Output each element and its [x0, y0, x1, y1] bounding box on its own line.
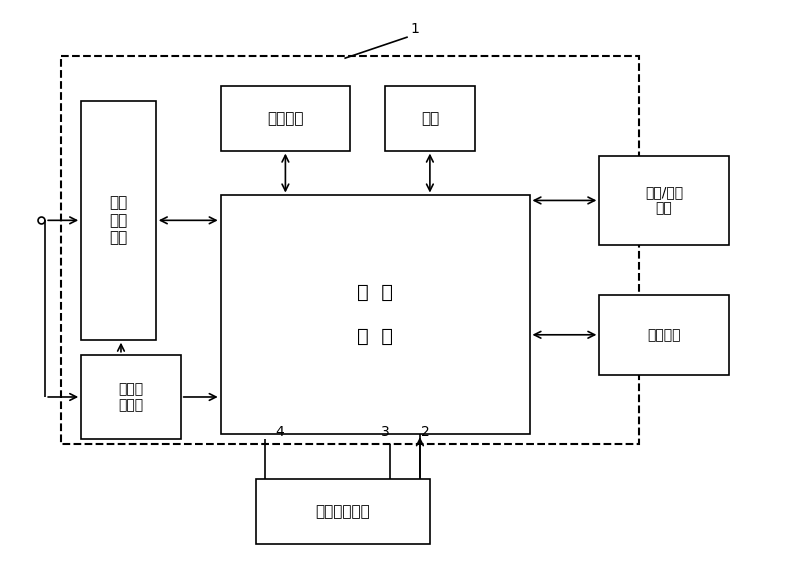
- Text: 时钟: 时钟: [421, 111, 439, 126]
- Text: 供电系
统单元: 供电系 统单元: [118, 382, 143, 412]
- Bar: [81, 101, 156, 340]
- Bar: [599, 155, 729, 245]
- Text: 无线检测模块: 无线检测模块: [315, 504, 370, 519]
- Text: 输入/输出
单元: 输入/输出 单元: [645, 186, 683, 216]
- Bar: [61, 56, 639, 444]
- Bar: [599, 295, 729, 375]
- Text: 通讯单元: 通讯单元: [647, 328, 681, 342]
- Text: 电能
计量
单元: 电能 计量 单元: [110, 195, 128, 245]
- Bar: [255, 479, 430, 544]
- Bar: [221, 86, 350, 151]
- Bar: [385, 86, 474, 151]
- Text: 4: 4: [275, 425, 284, 439]
- Text: 1: 1: [410, 22, 419, 37]
- Bar: [81, 355, 181, 439]
- Bar: [221, 195, 530, 434]
- Text: 2: 2: [421, 425, 430, 439]
- Text: 3: 3: [381, 425, 390, 439]
- Text: 微  控

制  器: 微 控 制 器: [357, 284, 393, 346]
- Text: 存储单元: 存储单元: [267, 111, 304, 126]
